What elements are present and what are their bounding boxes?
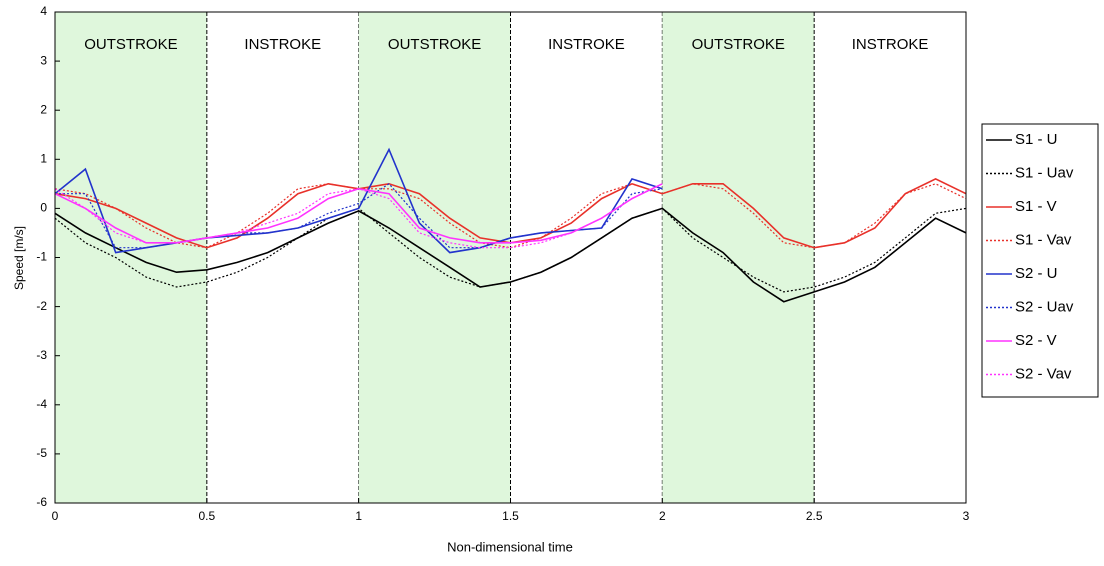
legend-label: S1 - Vav [1015,231,1072,248]
legend-label: S1 - U [1015,131,1058,148]
y-tick-label: -4 [36,397,47,411]
phase-band [55,12,207,503]
x-axis-label: Non-dimensional time [447,539,573,554]
legend-label: S1 - Uav [1015,164,1074,181]
series-line [54,207,967,303]
y-tick-label: 3 [40,53,47,67]
x-tick-label: 2.5 [806,509,823,523]
legend-label: S2 - Vav [1015,365,1072,382]
y-tick-label: 2 [40,102,47,116]
series-line [54,183,663,249]
x-tick-label: 0.5 [198,509,215,523]
legend-label: S2 - Uav [1015,298,1074,315]
series-line [55,183,663,249]
x-tick-label: 3 [963,509,970,523]
legend-label: S2 - U [1015,265,1058,282]
x-tick-label: 1 [355,509,362,523]
phase-label: INSTROKE [852,36,929,53]
x-tick-label: 2 [659,509,666,523]
y-tick-label: 0 [40,201,47,215]
y-tick-label: -3 [36,348,47,362]
y-tick-label: 1 [40,151,47,165]
x-tick-label: 0 [52,509,59,523]
phase-label: OUTSTROKE [84,36,177,53]
phase-label: INSTROKE [244,36,321,53]
legend-box [981,123,1099,398]
y-axis-label: Speed [m/s] [12,226,26,290]
legend-label: S1 - V [1015,198,1057,215]
y-tick-label: -5 [36,446,47,460]
x-tick-label: 1.5 [502,509,519,523]
phase-band [662,12,815,503]
phase-label: OUTSTROKE [388,36,481,53]
y-tick-label: -1 [36,250,47,264]
legend: S1 - U S1 - Uav S1 - V S1 - Vav S2 - U S2 - U… [981,123,1099,398]
plot-frame [54,11,967,504]
series-line [54,183,967,249]
y-tick-label: 4 [40,4,47,18]
phase-label: OUTSTROKE [692,36,785,53]
phase-label: INSTROKE [548,36,625,53]
legend-label: S2 - V [1015,332,1057,349]
y-tick-label: -6 [36,495,47,509]
y-tick-label: -2 [36,299,47,313]
